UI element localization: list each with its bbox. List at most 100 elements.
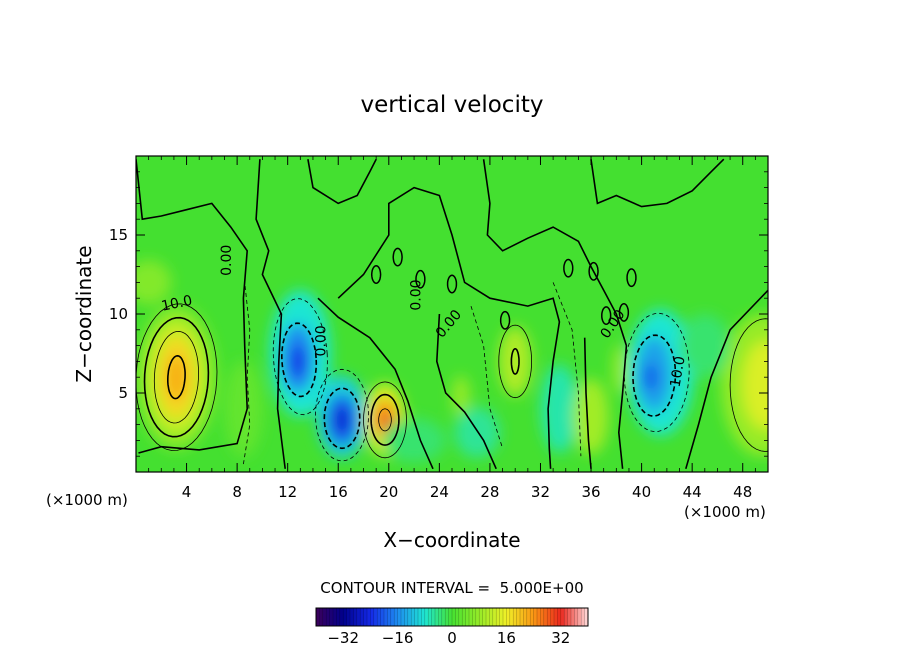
contour-neg-mid bbox=[470, 305, 503, 449]
colorbar-cell bbox=[377, 608, 381, 626]
colorbar-cell bbox=[503, 608, 507, 626]
colorbar-cell bbox=[465, 608, 470, 626]
field-region-17 bbox=[540, 364, 579, 454]
x-units-left: (×1000 m) bbox=[46, 491, 128, 509]
contour-small-ring-9 bbox=[601, 306, 612, 326]
colorbar-cell bbox=[523, 608, 528, 626]
colorbar-cell bbox=[581, 608, 585, 626]
contour-small-ring-2 bbox=[415, 269, 426, 289]
colorbar-cell bbox=[356, 608, 361, 626]
colorbar-cell bbox=[574, 608, 579, 626]
colorbar-tick-label-3: 16 bbox=[497, 629, 516, 647]
colorbar-cell bbox=[401, 608, 405, 626]
colorbar-tick-label-0: −32 bbox=[327, 629, 359, 647]
x-tick-label-8: 8 bbox=[232, 483, 242, 501]
colorbar-cell bbox=[506, 608, 511, 626]
colorbar-cell bbox=[560, 608, 565, 626]
contour-zero-e bbox=[482, 159, 628, 469]
x-axis-ticks: 4 8 12 16 20 24 28 32 36 40 44 48 bbox=[148, 156, 756, 501]
contour-zero-c bbox=[337, 186, 561, 469]
colorbar-cell bbox=[520, 608, 524, 626]
colorbar-cell bbox=[564, 608, 568, 626]
colorbar-cell bbox=[326, 608, 330, 626]
contour-neg-left bbox=[243, 282, 251, 465]
colorbar-cell bbox=[475, 608, 480, 626]
colorbar-cell bbox=[455, 608, 460, 626]
contour-small-ring-1 bbox=[392, 247, 403, 267]
field-region-3 bbox=[166, 353, 187, 401]
x-units-right: (×1000 m) bbox=[684, 503, 766, 521]
contour-10-d bbox=[510, 347, 520, 375]
contour-zero-h bbox=[590, 158, 725, 208]
colorbar-cell bbox=[438, 608, 443, 626]
contour-lines bbox=[136, 158, 768, 470]
x-tick-label-28: 28 bbox=[480, 483, 499, 501]
x-tick-label-20: 20 bbox=[379, 483, 398, 501]
colorbar-tick-label-4: 32 bbox=[551, 629, 570, 647]
colorbar-cell bbox=[479, 608, 483, 626]
y-tick-label-10: 10 bbox=[109, 305, 128, 323]
contour-label-6: 10.0 bbox=[668, 355, 689, 388]
colorbar-cell bbox=[322, 608, 327, 626]
field-region-18 bbox=[573, 378, 609, 455]
colorbar-cell bbox=[445, 608, 449, 626]
colorbar: −32 −16 0 16 32 bbox=[315, 607, 589, 647]
y-axis-ticks: 5 10 15 bbox=[109, 171, 768, 457]
colorbar-cell bbox=[509, 608, 514, 626]
colorbar-tick-label-2: 0 bbox=[447, 629, 457, 647]
colorbar-cell bbox=[414, 608, 419, 626]
contour-neg5-a bbox=[272, 298, 328, 416]
colorbar-cell bbox=[424, 608, 429, 626]
x-tick-label-16: 16 bbox=[329, 483, 348, 501]
contour-zero-a bbox=[255, 159, 286, 469]
contour-20-left bbox=[167, 354, 186, 400]
colorbar-cell bbox=[584, 608, 589, 626]
colorbar-tick-label-1: −16 bbox=[382, 629, 414, 647]
colorbar-cell bbox=[543, 608, 548, 626]
colorbar-frame bbox=[315, 607, 589, 627]
contour-5-d bbox=[498, 324, 533, 399]
field-region-9 bbox=[334, 407, 350, 433]
colorbar-cell bbox=[557, 608, 562, 626]
colorbar-cell bbox=[486, 608, 490, 626]
contour-5-f bbox=[729, 318, 768, 452]
y-axis-label: Z−coordinate bbox=[72, 245, 96, 382]
colorbar-cell bbox=[458, 608, 463, 626]
colorbar-cell bbox=[462, 608, 466, 626]
colorbar-cell bbox=[547, 608, 551, 626]
contour-small-ring-0 bbox=[370, 265, 382, 284]
colorbar-cell bbox=[370, 608, 375, 626]
colorbar-cell bbox=[530, 608, 534, 626]
contour-neg10-e bbox=[632, 334, 677, 417]
colorbar-cell bbox=[367, 608, 371, 626]
field-region-13 bbox=[498, 326, 532, 397]
colorbar-cell bbox=[339, 608, 344, 626]
colorbar-cell bbox=[577, 608, 582, 626]
field-region-12 bbox=[378, 408, 392, 431]
x-tick-label-4: 4 bbox=[182, 483, 192, 501]
contour-zero-f bbox=[583, 337, 592, 469]
x-tick-label-44: 44 bbox=[683, 483, 702, 501]
contour-interval-label: CONTOUR INTERVAL = 5.000E+00 bbox=[320, 579, 583, 597]
contour-small-ring-4 bbox=[499, 310, 511, 330]
contour-small-ring-3 bbox=[446, 274, 458, 294]
field-region-14 bbox=[452, 375, 470, 417]
contour-small-ring-6 bbox=[588, 261, 599, 281]
x-tick-label-40: 40 bbox=[632, 483, 651, 501]
x-tick-label-12: 12 bbox=[278, 483, 297, 501]
field-region-27 bbox=[679, 314, 731, 378]
colorbar-cell bbox=[421, 608, 426, 626]
colorbar-cell bbox=[350, 608, 354, 626]
colorbar-cell bbox=[516, 608, 521, 626]
colorbar-cell bbox=[441, 608, 446, 626]
field-region-6 bbox=[290, 344, 306, 379]
colorbar-cell bbox=[482, 608, 487, 626]
chart-title: vertical velocity bbox=[361, 92, 544, 118]
contour-label-1: 0.00 bbox=[219, 245, 235, 276]
colorbar-cell bbox=[571, 608, 575, 626]
contour-label-2: 0.00 bbox=[314, 325, 330, 356]
field-region-16 bbox=[454, 407, 501, 458]
contour-zero-g bbox=[685, 289, 768, 470]
contour-neg10-a bbox=[280, 322, 318, 398]
